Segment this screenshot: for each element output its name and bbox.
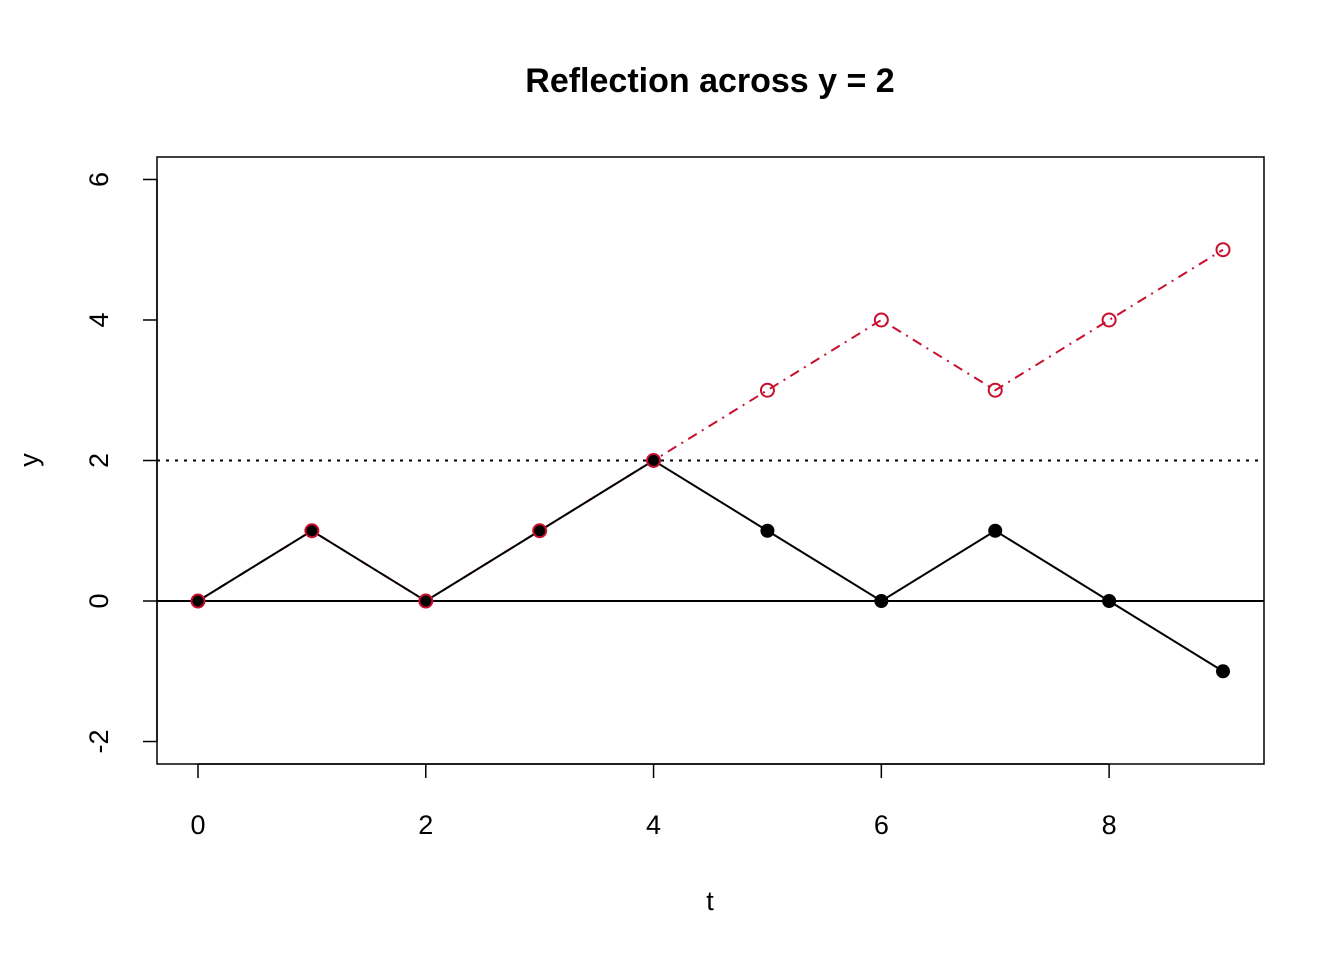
y-tick-label: 6 — [84, 172, 114, 187]
x-tick-label: 2 — [418, 810, 433, 840]
series-0-point — [988, 523, 1003, 538]
series-0-point — [1216, 664, 1230, 679]
plot-frame — [156, 156, 1265, 765]
y-axis-label: y — [14, 453, 44, 467]
series-0-point — [874, 594, 889, 609]
series-1-point — [1215, 242, 1231, 258]
y-tick-label: 2 — [84, 453, 114, 468]
x-tick-label: 8 — [1102, 810, 1117, 840]
series-1-point — [987, 382, 1003, 398]
chart-title: Reflection across y = 2 — [525, 62, 894, 100]
series-1-point — [759, 382, 775, 398]
x-tick-label: 6 — [874, 810, 889, 840]
series-1-point — [646, 453, 662, 468]
x-axis-label: t — [706, 886, 714, 916]
y-tick-label: 4 — [84, 312, 114, 327]
y-tick-label: 0 — [84, 593, 114, 608]
series-1-point — [304, 523, 320, 539]
x-tick-label: 0 — [190, 810, 205, 840]
series-1-point — [532, 523, 548, 539]
series-1-point — [1101, 312, 1117, 328]
x-tick-label: 4 — [646, 810, 661, 840]
series-1-point — [873, 312, 889, 328]
series-1-point — [418, 593, 434, 609]
series-1-point — [190, 593, 206, 609]
series-0-point — [1102, 594, 1117, 609]
series-1-line — [197, 248, 1224, 603]
series-0-point — [760, 523, 775, 538]
y-tick-label: -2 — [84, 730, 114, 754]
series-0-line — [197, 459, 1224, 673]
